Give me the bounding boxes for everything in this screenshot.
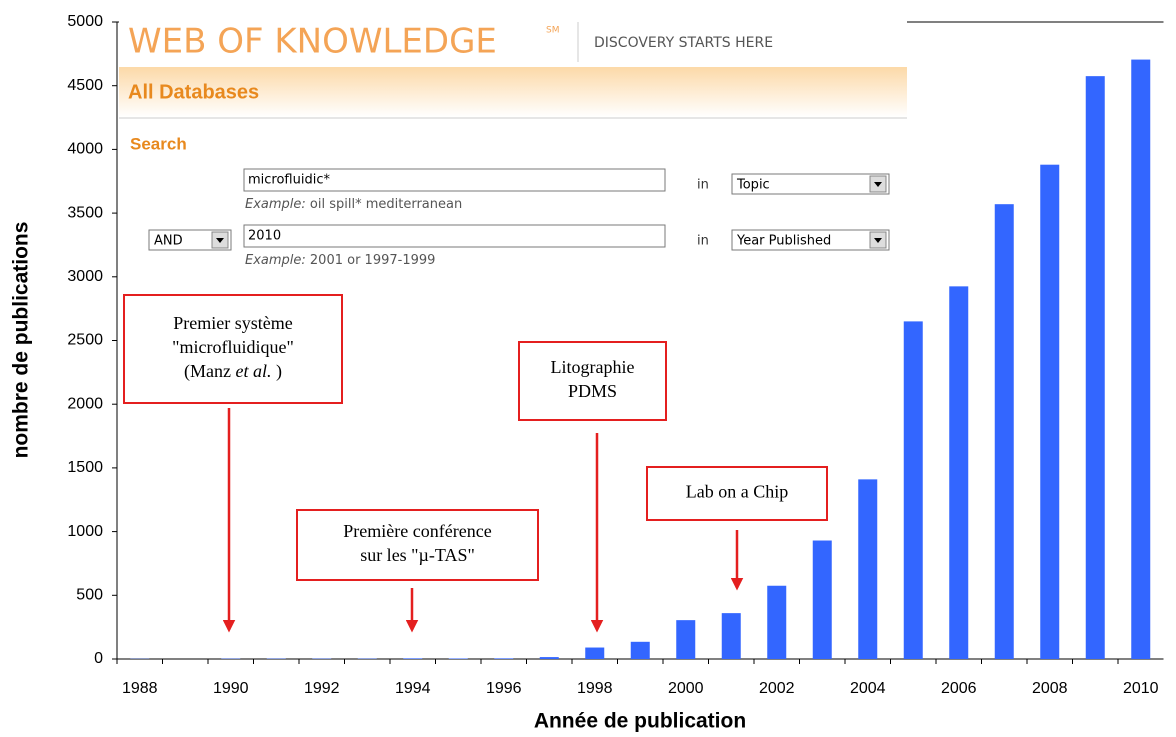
x-tick-label: 2008 bbox=[1032, 680, 1068, 697]
query-text: microfluidic* bbox=[248, 173, 330, 188]
y-tick-label: 1500 bbox=[67, 459, 103, 476]
x-tick-label: 1998 bbox=[577, 680, 613, 697]
y-tick-label: 3000 bbox=[67, 268, 103, 285]
annotation-segment: "microfluidique" bbox=[172, 337, 294, 357]
x-tick-label: 2006 bbox=[941, 680, 977, 697]
y-axis-label: nombre de publications bbox=[10, 222, 33, 459]
annotation-segment: Premier système bbox=[173, 313, 292, 333]
bar bbox=[676, 620, 696, 659]
y-tick-label: 4000 bbox=[67, 141, 103, 158]
y-tick-label: 4500 bbox=[67, 77, 103, 94]
bar bbox=[767, 585, 787, 659]
logo-mark: SM bbox=[546, 26, 559, 36]
x-tick-label: 1992 bbox=[304, 680, 340, 697]
y-tick-label: 5000 bbox=[67, 13, 103, 30]
annotation-box bbox=[296, 509, 539, 581]
bar bbox=[1131, 59, 1151, 659]
bar bbox=[949, 286, 969, 659]
field-select-value: Year Published bbox=[736, 234, 831, 249]
annotation-text: Litographie bbox=[551, 357, 635, 377]
bar bbox=[403, 658, 423, 659]
field-select bbox=[731, 173, 890, 195]
bar bbox=[539, 657, 559, 659]
annotation-segment: et al. bbox=[235, 361, 271, 381]
x-tick-label: 2002 bbox=[759, 680, 795, 697]
bar bbox=[812, 540, 832, 659]
annotation-segment: sur les "µ-TAS" bbox=[360, 545, 475, 565]
field-select-value: Topic bbox=[736, 178, 770, 193]
x-tick-label: 2004 bbox=[850, 680, 886, 697]
bar bbox=[494, 658, 514, 659]
bar bbox=[721, 613, 741, 659]
annotation-segment: Première conférence bbox=[343, 521, 491, 541]
y-tick-label: 2000 bbox=[67, 395, 103, 412]
section-band bbox=[119, 67, 907, 117]
x-tick-label: 1988 bbox=[122, 680, 158, 697]
x-tick-label: 2010 bbox=[1123, 680, 1159, 697]
y-tick-label: 3500 bbox=[67, 204, 103, 221]
x-tick-label: 2000 bbox=[668, 680, 704, 697]
example-text: 2001 or 1997-1999 bbox=[306, 253, 436, 268]
field-select-arrow bbox=[874, 182, 882, 187]
bar bbox=[1085, 76, 1105, 659]
bar bbox=[903, 321, 923, 659]
annotation-box bbox=[518, 341, 667, 421]
y-tick-label: 1000 bbox=[67, 523, 103, 540]
bar bbox=[994, 204, 1014, 659]
query-input bbox=[243, 168, 666, 192]
query-input bbox=[243, 224, 666, 248]
annotation-segment: Litographie bbox=[551, 357, 635, 377]
annotation-text: Première conférence bbox=[343, 521, 491, 541]
in-label: in bbox=[697, 178, 709, 193]
x-axis-label: Année de publication bbox=[534, 710, 746, 733]
search-label: Search bbox=[130, 134, 187, 153]
field-select-arrow bbox=[874, 238, 882, 243]
bar bbox=[630, 641, 650, 659]
field-select bbox=[731, 229, 890, 251]
example-label: Example: bbox=[245, 253, 306, 268]
annotation-text: sur les "µ-TAS" bbox=[360, 545, 475, 565]
example-label: Example: bbox=[245, 197, 306, 212]
annotation-segment: (Manz bbox=[184, 361, 235, 382]
annotation-box bbox=[646, 466, 828, 521]
annotation-text: "microfluidique" bbox=[172, 337, 294, 357]
bar bbox=[1040, 164, 1060, 660]
annotation-segment: PDMS bbox=[568, 381, 617, 401]
operator-select bbox=[148, 229, 232, 251]
section-title: All Databases bbox=[128, 81, 259, 103]
annotation-text: Lab on a Chip bbox=[686, 482, 788, 502]
logo: WEB OF KNOWLEDGE bbox=[128, 22, 497, 62]
tagline: DISCOVERY STARTS HERE bbox=[594, 35, 773, 51]
x-tick-label: 1990 bbox=[213, 680, 249, 697]
y-tick-label: 0 bbox=[94, 650, 103, 667]
in-label: in bbox=[697, 234, 709, 249]
annotation-segment: ) bbox=[271, 361, 282, 382]
query-text: 2010 bbox=[248, 229, 281, 244]
bar bbox=[585, 647, 605, 659]
annotation-box bbox=[123, 294, 343, 404]
x-tick-label: 1994 bbox=[395, 680, 431, 697]
annotation-text: PDMS bbox=[568, 381, 617, 401]
operator-select-value: AND bbox=[154, 234, 183, 249]
annotation-segment: Lab on a Chip bbox=[686, 482, 788, 502]
operator-select-arrow bbox=[216, 238, 224, 243]
example: Example: oil spill* mediterranean bbox=[245, 197, 462, 212]
annotation-text: Premier système bbox=[173, 313, 292, 333]
y-tick-label: 2500 bbox=[67, 332, 103, 349]
example: Example: 2001 or 1997-1999 bbox=[245, 253, 435, 268]
bar bbox=[858, 479, 878, 659]
y-tick-label: 500 bbox=[76, 587, 103, 604]
bar bbox=[448, 658, 468, 659]
annotation-text: (Manz et al. ) bbox=[184, 361, 282, 382]
x-tick-label: 1996 bbox=[486, 680, 522, 697]
example-text: oil spill* mediterranean bbox=[306, 197, 462, 212]
